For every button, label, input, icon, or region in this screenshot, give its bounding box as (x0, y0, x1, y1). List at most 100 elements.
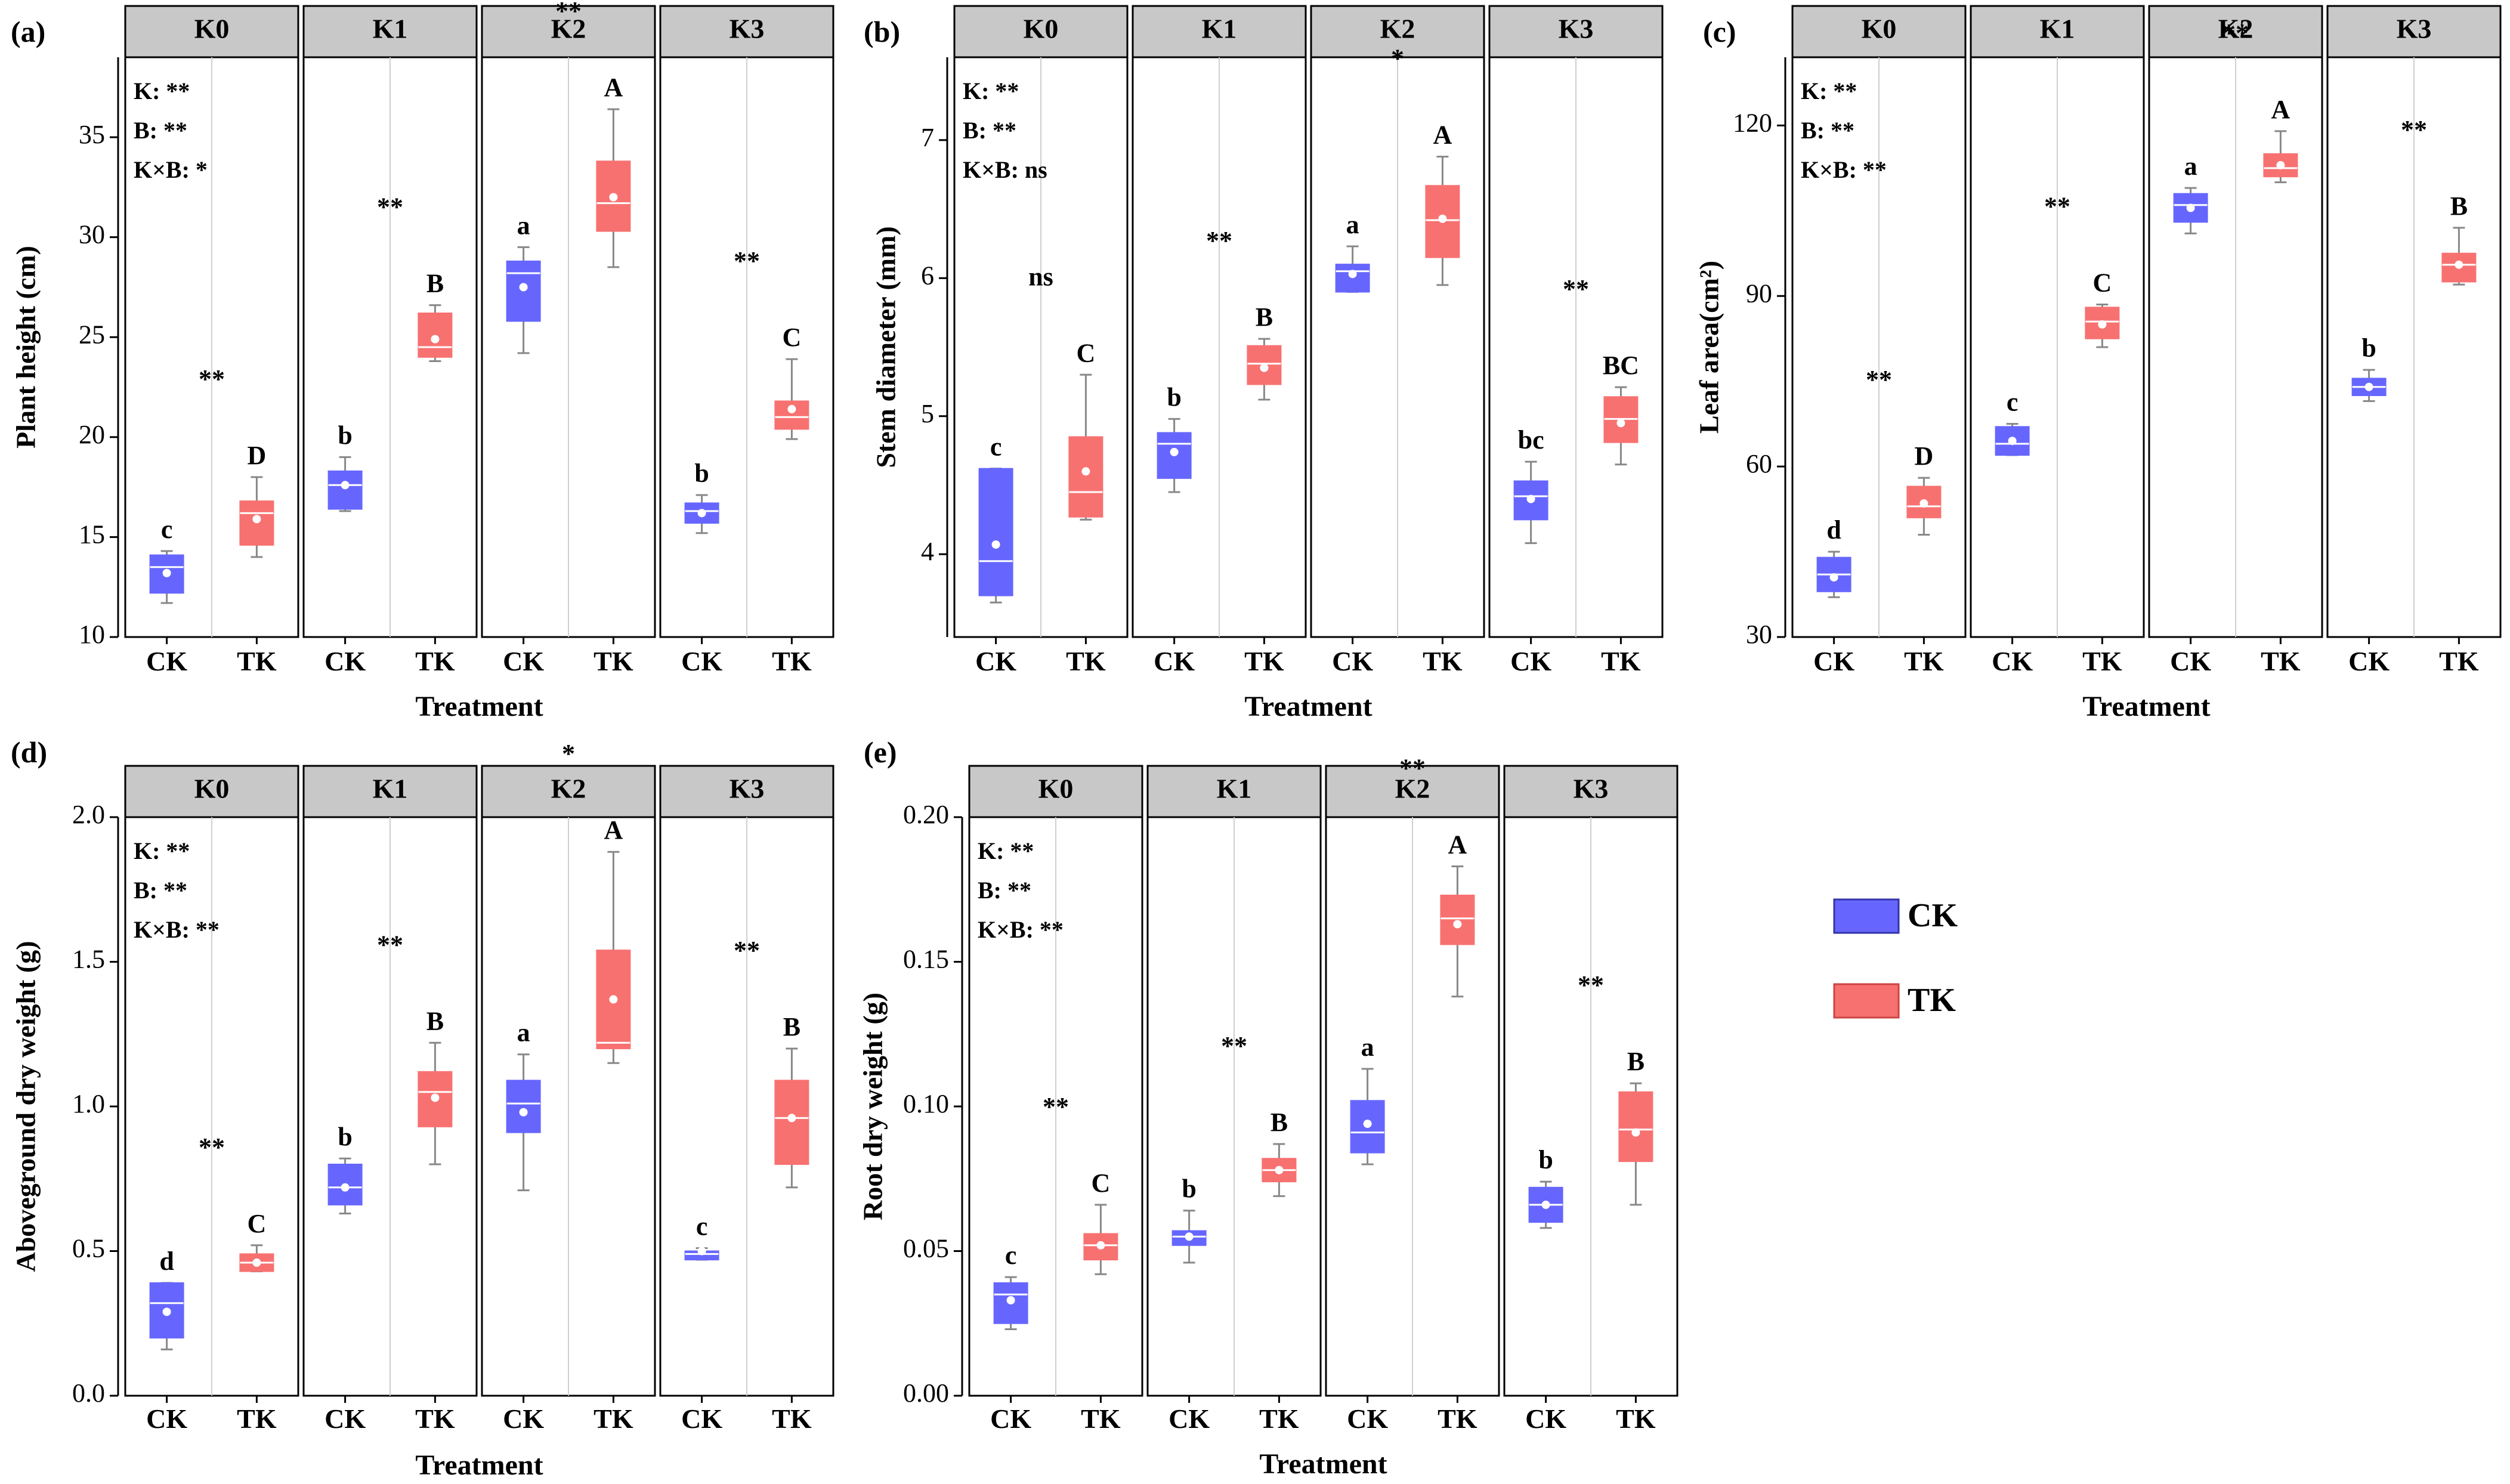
y-tick-label: 60 (1746, 449, 1772, 478)
y-tick-label: 0.00 (903, 1378, 949, 1408)
facet-label: K1 (2040, 14, 2075, 44)
y-tick-label: 25 (79, 320, 105, 349)
box-tk (774, 1080, 809, 1165)
box-mean (519, 283, 528, 292)
box-mean (1438, 214, 1447, 223)
x-category-label: TK (1616, 1403, 1656, 1434)
x-category-label: CK (503, 646, 544, 676)
x-category-label: TK (1423, 646, 1463, 676)
significance-letter: B (1627, 1047, 1645, 1076)
anova-stat: K×B: ns (963, 156, 1047, 183)
box-mean (787, 1114, 796, 1123)
box-mean (787, 404, 796, 413)
facet-label: K2 (1395, 774, 1430, 804)
significance-letter: C (2093, 268, 2112, 298)
significance-mark: ** (2044, 192, 2070, 221)
significance-letter: C (1092, 1168, 1111, 1198)
significance-letter: d (1826, 515, 1841, 545)
x-axis-title: Treatment (1244, 691, 1372, 722)
box-ck (327, 470, 363, 510)
y-tick-label: 4 (921, 537, 934, 566)
x-category-label: CK (1525, 1403, 1566, 1434)
significance-letter: D (1915, 441, 1934, 471)
facet-label: K2 (551, 774, 586, 804)
box-mean (1185, 1232, 1194, 1241)
significance-letter: B (2450, 191, 2468, 221)
panel-label: (d) (11, 735, 47, 769)
facet-strip (953, 5, 1129, 58)
significance-letter: a (517, 1018, 530, 1047)
panel-label: (b) (864, 15, 900, 48)
significance-mark: ** (1206, 226, 1232, 255)
x-category-label: CK (681, 646, 722, 676)
facet-label: K0 (1038, 774, 1074, 804)
facet-label: K2 (2218, 14, 2254, 44)
box-mean (2276, 161, 2285, 170)
facet-strip (302, 5, 478, 58)
box-mean (519, 1108, 528, 1117)
y-tick-label: 30 (79, 220, 105, 249)
x-category-label: TK (594, 1403, 633, 1434)
significance-letter: A (1448, 830, 1467, 859)
panel-label: (c) (1703, 15, 1736, 48)
y-axis-title: Stem diameter (mm) (871, 226, 901, 468)
x-category-label: CK (503, 1403, 544, 1434)
box-mean (609, 193, 618, 202)
x-category-label: TK (594, 646, 633, 676)
anova-stat: K: ** (134, 837, 190, 864)
y-tick-label: 0.5 (72, 1234, 105, 1263)
facet-label: K3 (729, 14, 765, 44)
significance-letter: C (1077, 338, 1096, 367)
significance-letter: BC (1603, 351, 1639, 380)
significance-letter: b (338, 1122, 352, 1151)
significance-mark: ** (1866, 365, 1892, 394)
anova-stat: B: ** (1801, 117, 1854, 144)
significance-letter: A (604, 815, 623, 845)
significance-mark: ** (199, 1133, 225, 1162)
significance-mark: ** (1578, 970, 1604, 1000)
box-mean (1081, 467, 1090, 476)
significance-letter: a (2184, 152, 2197, 181)
significance-letter: c (2007, 388, 2018, 417)
y-tick-label: 0.0 (72, 1378, 105, 1408)
significance-mark: ** (1221, 1031, 1247, 1061)
box-mean (252, 515, 261, 524)
y-tick-label: 120 (1733, 108, 1772, 137)
box-mean (431, 1093, 440, 1102)
significance-letter: a (517, 211, 530, 240)
significance-letter: B (426, 269, 444, 298)
box-ck (978, 468, 1013, 596)
x-category-label: TK (415, 1403, 455, 1434)
facet-label: K1 (1202, 14, 1237, 44)
significance-letter: bc (1518, 425, 1544, 455)
facet-label: K1 (1217, 774, 1252, 804)
x-category-label: CK (146, 1403, 187, 1434)
box-mean (1363, 1120, 1372, 1129)
anova-stat: K×B: * (134, 156, 208, 183)
x-category-label: TK (2261, 646, 2301, 676)
x-category-label: CK (1169, 1403, 1210, 1434)
x-category-label: TK (1601, 646, 1641, 676)
box-mean (1453, 920, 1462, 929)
x-category-label: CK (1332, 646, 1373, 676)
x-category-label: CK (146, 646, 187, 676)
box-mean (991, 540, 1000, 549)
x-category-label: TK (772, 646, 812, 676)
box-mean (2455, 260, 2463, 269)
box-tk (1618, 1091, 1653, 1163)
facet-label: K3 (729, 774, 765, 804)
box-mean (1919, 499, 1928, 508)
box-mean (431, 335, 440, 344)
y-tick-label: 20 (79, 420, 105, 449)
significance-letter: b (1538, 1145, 1553, 1174)
x-category-label: CK (2170, 646, 2211, 676)
facet-strip (659, 765, 834, 818)
significance-letter: c (696, 1212, 708, 1241)
x-axis-title: Treatment (1259, 1448, 1387, 1480)
significance-mark: * (562, 739, 575, 768)
x-category-label: TK (2082, 646, 2122, 676)
facet-strip (2148, 5, 2323, 58)
x-category-label: CK (975, 646, 1016, 676)
x-category-label: CK (2348, 646, 2390, 676)
